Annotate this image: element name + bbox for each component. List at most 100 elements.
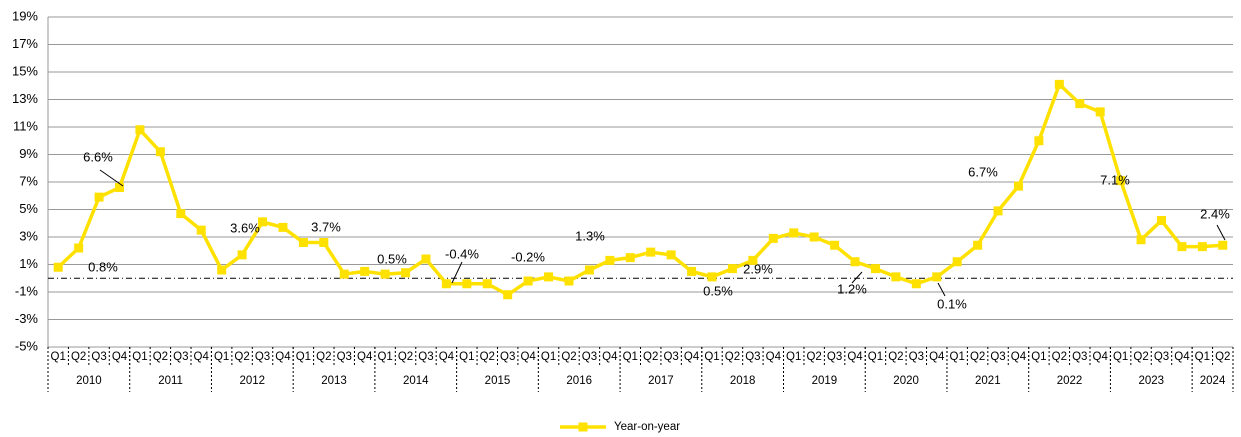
x-tick-label: Q3 <box>91 351 106 363</box>
marker <box>707 272 717 282</box>
x-tick-label: Q4 <box>602 351 618 363</box>
year-label: 2020 <box>893 375 919 387</box>
marker <box>115 183 125 192</box>
y-tick-label: 13% <box>12 91 38 106</box>
marker <box>421 254 431 264</box>
marker <box>523 276 533 286</box>
x-tick-label: Q1 <box>704 351 719 363</box>
x-tick-label: Q1 <box>377 351 392 363</box>
data-label: 6.6% <box>83 149 113 164</box>
marker <box>789 228 799 238</box>
marker <box>625 253 635 263</box>
x-tick-label: Q2 <box>725 351 740 363</box>
marker <box>1013 181 1023 191</box>
x-tick-label: Q4 <box>847 351 863 363</box>
year-label: 2024 <box>1200 375 1226 387</box>
x-tick-label: Q3 <box>663 351 678 363</box>
marker <box>53 262 63 272</box>
x-tick-label: Q2 <box>398 351 413 363</box>
x-tick-label: Q2 <box>643 351 658 363</box>
x-tick-label: Q3 <box>173 351 188 363</box>
x-tick-label: Q4 <box>275 351 291 363</box>
marker <box>237 250 247 260</box>
marker <box>278 222 288 232</box>
legend-marker <box>578 422 588 432</box>
year-label: 2021 <box>975 375 1001 387</box>
marker <box>135 125 145 135</box>
marker <box>809 232 819 242</box>
x-tick-label: Q1 <box>132 351 147 363</box>
x-tick-label: Q2 <box>1215 351 1230 363</box>
marker <box>748 255 758 265</box>
x-tick-label: Q4 <box>194 351 210 363</box>
marker <box>258 217 268 227</box>
y-tick-label: 11% <box>13 118 38 133</box>
marker <box>1116 176 1126 186</box>
x-tick-label: Q4 <box>357 351 373 363</box>
marker <box>1197 242 1207 252</box>
year-label: 2018 <box>730 375 756 387</box>
marker <box>911 279 921 289</box>
x-tick-label: Q2 <box>1133 351 1148 363</box>
x-tick-label: Q4 <box>1011 351 1027 363</box>
x-tick-label: Q1 <box>214 351 229 363</box>
x-tick-label: Q2 <box>888 351 903 363</box>
marker <box>441 279 451 289</box>
marker <box>319 238 329 247</box>
x-tick-label: Q3 <box>500 351 515 363</box>
year-label: 2019 <box>812 375 838 387</box>
x-tick-label: Q4 <box>112 351 128 363</box>
marker <box>564 276 574 286</box>
data-label: 2.9% <box>743 261 773 276</box>
y-tick-label: 17% <box>12 36 38 51</box>
leader-line <box>451 261 463 284</box>
x-tick-label: Q1 <box>868 351 883 363</box>
marker <box>687 266 697 276</box>
marker <box>380 269 390 279</box>
data-label: 2.4% <box>1200 206 1230 221</box>
marker <box>932 272 942 282</box>
year-label: 2011 <box>158 375 183 387</box>
marker <box>1054 79 1064 89</box>
y-tick-label: 9% <box>19 146 38 161</box>
x-tick-label: Q2 <box>480 351 495 363</box>
marker <box>196 225 206 235</box>
x-tick-label: Q4 <box>520 351 536 363</box>
data-label: 6.7% <box>968 164 998 179</box>
x-tick-label: Q4 <box>1093 351 1109 363</box>
x-tick-label: Q2 <box>970 351 985 363</box>
data-label: 3.7% <box>311 219 341 234</box>
marker <box>830 240 840 250</box>
marker <box>462 279 472 289</box>
y-tick-label: 1% <box>19 256 38 271</box>
leader-line <box>1216 224 1226 241</box>
year-label: 2016 <box>566 375 592 387</box>
y-tick-label: -1% <box>15 283 39 298</box>
data-label: 1.2% <box>837 281 867 296</box>
marker <box>298 238 308 247</box>
y-tick-label: 7% <box>19 173 38 188</box>
marker <box>1156 216 1166 225</box>
data-label: 0.5% <box>703 283 733 298</box>
marker <box>74 243 84 253</box>
data-label: 0.1% <box>937 296 967 311</box>
x-tick-label: Q4 <box>439 351 455 363</box>
marker <box>176 209 186 219</box>
x-tick-label: Q1 <box>623 351 638 363</box>
marker <box>94 192 104 202</box>
y-tick-label: 19% <box>12 8 38 23</box>
x-tick-label: Q2 <box>1052 351 1067 363</box>
x-tick-label: Q1 <box>459 351 474 363</box>
y-tick-label: 3% <box>19 228 38 243</box>
year-label: 2017 <box>648 375 674 387</box>
data-label: 7.1% <box>1100 172 1130 187</box>
year-label: 2014 <box>403 375 429 387</box>
marker <box>1034 136 1044 146</box>
x-tick-label: Q1 <box>1113 351 1128 363</box>
y-tick-label: 15% <box>12 63 38 78</box>
x-tick-label: Q3 <box>582 351 597 363</box>
x-tick-label: Q2 <box>153 351 168 363</box>
marker <box>952 257 962 267</box>
x-tick-label: Q3 <box>337 351 352 363</box>
